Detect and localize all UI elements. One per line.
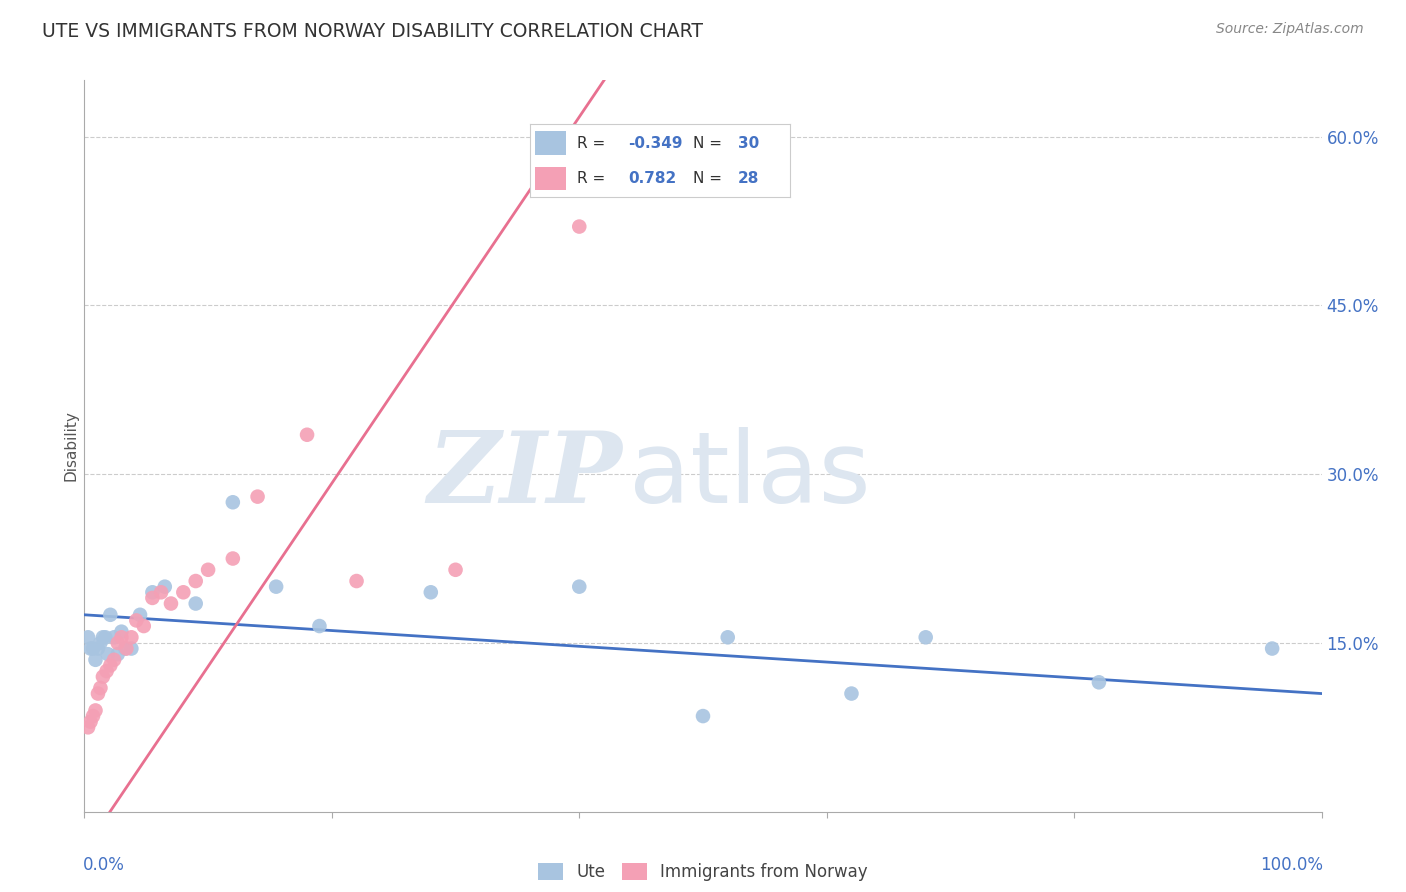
Point	[77, 630, 100, 644]
Point	[172, 585, 194, 599]
Point	[107, 636, 129, 650]
Point	[568, 219, 591, 234]
Point	[97, 647, 120, 661]
Point	[264, 580, 287, 594]
Point	[184, 597, 207, 611]
Point	[98, 658, 121, 673]
Point	[129, 607, 152, 622]
Point	[79, 714, 101, 729]
Y-axis label: Disability: Disability	[63, 410, 79, 482]
Point	[295, 427, 318, 442]
Text: 100.0%: 100.0%	[1260, 855, 1323, 873]
Point	[914, 630, 936, 644]
Point	[87, 641, 110, 656]
Text: Source: ZipAtlas.com: Source: ZipAtlas.com	[1216, 22, 1364, 37]
Legend: Ute, Immigrants from Norway: Ute, Immigrants from Norway	[531, 856, 875, 888]
Point	[82, 641, 104, 656]
Point	[568, 580, 591, 594]
Point	[141, 585, 163, 599]
Point	[419, 585, 441, 599]
Point	[114, 641, 136, 656]
Point	[692, 709, 714, 723]
Text: atlas: atlas	[628, 426, 870, 524]
Point	[141, 591, 163, 605]
Point	[107, 647, 129, 661]
Point	[103, 653, 125, 667]
Point	[89, 681, 111, 695]
Point	[222, 495, 245, 509]
Point	[79, 641, 101, 656]
Point	[77, 720, 100, 734]
Point	[717, 630, 740, 644]
Point	[246, 490, 269, 504]
Point	[91, 630, 114, 644]
Point	[91, 670, 114, 684]
Point	[125, 614, 148, 628]
Point	[153, 580, 176, 594]
Point	[84, 653, 107, 667]
Point	[120, 630, 142, 644]
Point	[110, 630, 132, 644]
Point	[96, 664, 118, 678]
Text: ZIP: ZIP	[427, 427, 623, 524]
Point	[82, 709, 104, 723]
Point	[1088, 675, 1111, 690]
Point	[160, 597, 183, 611]
Point	[94, 630, 117, 644]
Point	[120, 641, 142, 656]
Point	[103, 630, 125, 644]
Point	[150, 585, 173, 599]
Point	[110, 624, 132, 639]
Point	[115, 641, 138, 656]
Point	[346, 574, 368, 588]
Point	[1261, 641, 1284, 656]
Point	[87, 687, 110, 701]
Point	[197, 563, 219, 577]
Point	[222, 551, 245, 566]
Point	[132, 619, 155, 633]
Point	[444, 563, 467, 577]
Point	[98, 607, 121, 622]
Text: 0.0%: 0.0%	[83, 855, 125, 873]
Point	[84, 703, 107, 717]
Point	[841, 687, 863, 701]
Text: UTE VS IMMIGRANTS FROM NORWAY DISABILITY CORRELATION CHART: UTE VS IMMIGRANTS FROM NORWAY DISABILITY…	[42, 22, 703, 41]
Point	[89, 636, 111, 650]
Point	[184, 574, 207, 588]
Point	[308, 619, 330, 633]
